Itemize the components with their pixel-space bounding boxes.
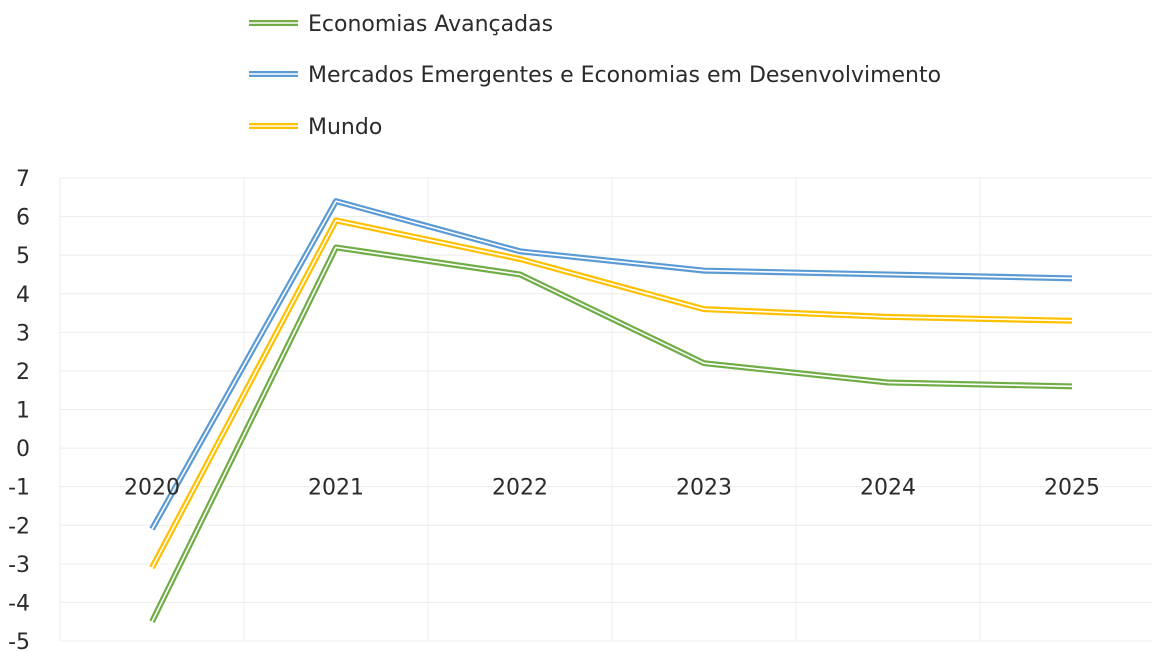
y-tick-label: 2 [16,360,30,385]
x-tick-label: 2023 [676,476,732,501]
legend-label: Mercados Emergentes e Economias em Desen… [308,63,941,88]
x-tick-label: 2022 [492,476,548,501]
series-lines [149,198,1073,624]
x-tick-label: 2025 [1044,476,1100,501]
series-line-inner [151,219,1073,569]
y-tick-label: -1 [8,476,30,501]
series-line-2 [149,217,1073,570]
y-tick-label: -2 [8,514,30,539]
y-tick-label: -4 [8,591,30,616]
grid [59,177,1152,642]
y-tick-label: 5 [16,244,30,269]
x-tick-label: 2024 [860,476,916,501]
x-axis-ticks: 2020 2021 2022 2023 2024 2025 [124,476,1100,501]
series-line-inner [151,200,1073,530]
y-tick-label: 4 [16,283,30,308]
series-line-0 [149,244,1073,624]
legend-item: Economias Avançadas [249,12,553,37]
legend-item: Mercados Emergentes e Economias em Desen… [249,63,941,88]
y-tick-label: 7 [16,167,30,192]
legend-label: Economias Avançadas [308,12,553,37]
x-tick-label: 2020 [124,476,180,501]
legend-label: Mundo [308,115,382,140]
legend-item: Mundo [249,115,382,140]
y-tick-label: -5 [8,630,30,652]
series-line-inner [151,246,1073,623]
legend: Economias Avançadas Mercados Emergentes e… [249,12,941,140]
y-tick-label: -3 [8,553,30,578]
x-tick-label: 2021 [308,476,364,501]
y-tick-label: 3 [16,321,30,346]
y-tick-label: 0 [16,437,30,462]
y-tick-label: 6 [16,206,30,231]
series-line-1 [149,198,1073,531]
y-tick-label: 1 [16,399,30,424]
y-axis-ticks: 7 6 5 4 3 2 1 0 -1 -2 -3 -4 -5 [8,167,30,652]
